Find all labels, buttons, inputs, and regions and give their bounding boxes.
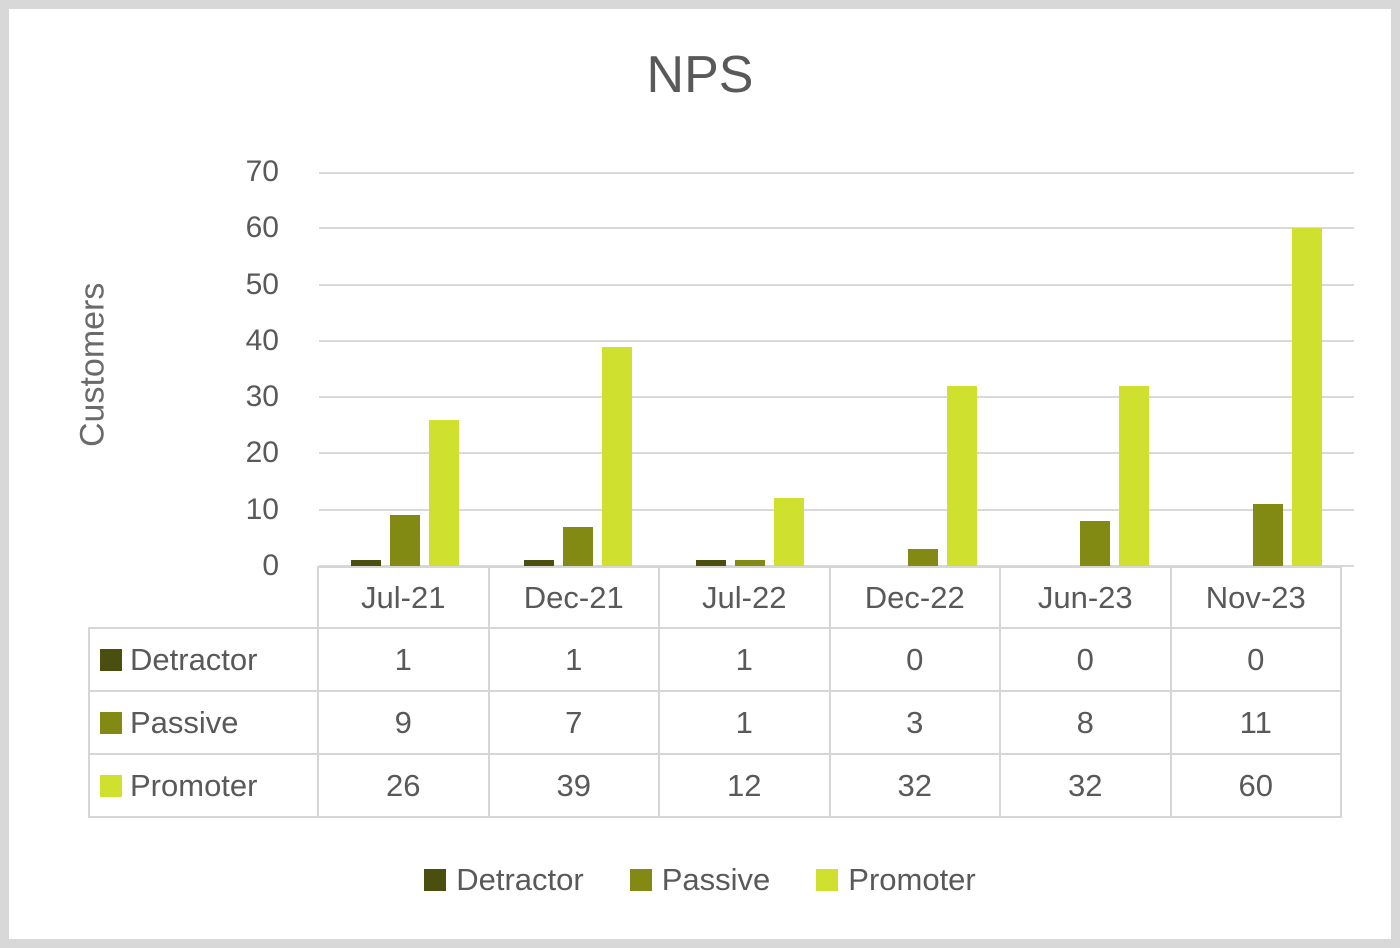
table-value-passive-Jul-21: 9	[317, 690, 490, 755]
table-row-passive: Passive 9 7 1 3 8 11	[88, 690, 1342, 755]
table-header-Jun-23: Jun-23	[999, 566, 1172, 629]
table-row-label-passive: Passive	[88, 690, 319, 755]
table-value-detractor-Nov-23: 0	[1169, 627, 1342, 692]
legend: Detractor Passive Promoter	[9, 862, 1391, 898]
table-value-promoter-Jun-23: 32	[999, 753, 1172, 818]
bar-passive-Nov-23[interactable]	[1252, 504, 1283, 566]
chart-title: NPS	[646, 46, 754, 104]
gridline-30	[319, 396, 1354, 399]
y-tick-label-60: 60	[245, 211, 279, 245]
table-row-label-detractor: Detractor	[88, 627, 319, 692]
bar-promoter-Jul-22[interactable]	[774, 498, 805, 566]
detractor-swatch-icon	[100, 648, 122, 671]
bar-passive-Dec-22[interactable]	[907, 549, 938, 566]
series-name-label: Detractor	[130, 641, 258, 677]
bar-group-Jul-22	[664, 172, 837, 566]
table-value-detractor-Jun-23: 0	[999, 627, 1172, 692]
legend-item-passive[interactable]: Passive	[629, 862, 771, 898]
bar-detractor-Dec-21[interactable]	[523, 560, 554, 566]
promoter-swatch-icon	[100, 774, 122, 797]
bar-passive-Dec-21[interactable]	[562, 526, 593, 566]
bar-passive-Jul-21[interactable]	[390, 515, 421, 566]
legend-item-detractor[interactable]: Detractor	[424, 862, 584, 898]
bar-promoter-Jul-21[interactable]	[429, 419, 460, 566]
y-tick-label-20: 20	[245, 436, 279, 470]
table-value-promoter-Jul-22: 12	[658, 753, 831, 818]
legend-label: Promoter	[848, 862, 976, 897]
table-value-passive-Nov-23: 11	[1169, 690, 1342, 755]
table-row-detractor: Detractor 1 1 1 0 0 0	[88, 627, 1342, 692]
bar-passive-Jun-23[interactable]	[1080, 520, 1111, 566]
table-header-row: Jul-21 Dec-21 Jul-22 Dec-22 Jun-23 Nov-23	[88, 566, 1342, 629]
bar-detractor-Jul-21[interactable]	[351, 560, 382, 566]
table-value-promoter-Nov-23: 60	[1169, 753, 1342, 818]
bar-passive-Jul-22[interactable]	[735, 560, 766, 566]
bar-promoter-Nov-23[interactable]	[1291, 228, 1322, 566]
bar-groups	[319, 172, 1354, 566]
table-header-Nov-23: Nov-23	[1169, 566, 1342, 629]
bar-promoter-Dec-21[interactable]	[601, 346, 632, 566]
passive-swatch-icon	[100, 711, 122, 734]
gridline-50	[319, 283, 1354, 286]
legend-label: Detractor	[456, 862, 584, 897]
promoter-legend-swatch-icon	[816, 869, 839, 891]
table-value-detractor-Jul-21: 1	[317, 627, 490, 692]
y-axis-label: Customers	[73, 282, 112, 447]
table-value-detractor-Dec-22: 0	[828, 627, 1001, 692]
table-value-detractor-Jul-22: 1	[658, 627, 831, 692]
table-value-detractor-Dec-21: 1	[487, 627, 660, 692]
gridline-40	[319, 339, 1354, 342]
bar-group-Jul-21	[319, 172, 492, 566]
table-header-Dec-21: Dec-21	[487, 566, 660, 629]
data-table: Jul-21 Dec-21 Jul-22 Dec-22 Jun-23 Nov-23 Detr…	[88, 566, 1342, 818]
table-row-promoter: Promoter 26 39 12 32 32 60	[88, 753, 1342, 818]
bar-group-Dec-21	[492, 172, 665, 566]
table-row-label-promoter: Promoter	[88, 753, 319, 818]
y-tick-label-30: 30	[245, 380, 279, 414]
gridline-20	[319, 452, 1354, 455]
table-header-spacer	[88, 566, 319, 629]
bar-group-Jun-23	[1009, 172, 1182, 566]
table-value-passive-Jun-23: 8	[999, 690, 1172, 755]
legend-item-promoter[interactable]: Promoter	[816, 862, 976, 898]
table-header-Dec-22: Dec-22	[828, 566, 1001, 629]
gridline-70	[319, 172, 1354, 174]
plot-area	[319, 172, 1354, 567]
series-name-label: Promoter	[130, 767, 258, 803]
table-header-Jul-22: Jul-22	[658, 566, 831, 629]
bar-promoter-Dec-22[interactable]	[946, 385, 977, 566]
gridline-60	[319, 227, 1354, 230]
y-tick-label-10: 10	[245, 492, 279, 526]
gridline-10	[319, 508, 1354, 511]
y-tick-label-70: 70	[245, 155, 279, 188]
detractor-legend-swatch-icon	[424, 869, 447, 891]
legend-label: Passive	[661, 862, 771, 897]
bar-promoter-Jun-23[interactable]	[1119, 385, 1150, 566]
table-value-promoter-Dec-22: 32	[828, 753, 1001, 818]
bar-group-Nov-23	[1182, 172, 1355, 566]
y-tick-label-50: 50	[245, 267, 279, 301]
table-value-promoter-Jul-21: 26	[317, 753, 490, 818]
y-tick-label-0: 0	[262, 549, 279, 582]
y-axis-ticks: 0 10 20 30 40 50 60 70	[159, 155, 279, 582]
table-value-passive-Dec-21: 7	[487, 690, 660, 755]
table-value-passive-Jul-22: 1	[658, 690, 831, 755]
series-name-label: Passive	[130, 704, 239, 740]
table-value-promoter-Dec-21: 39	[487, 753, 660, 818]
bar-detractor-Jul-22[interactable]	[696, 560, 727, 566]
bar-group-Dec-22	[837, 172, 1010, 566]
y-tick-label-40: 40	[245, 323, 279, 357]
passive-legend-swatch-icon	[629, 869, 652, 891]
table-header-Jul-21: Jul-21	[317, 566, 490, 629]
table-value-passive-Dec-22: 3	[828, 690, 1001, 755]
